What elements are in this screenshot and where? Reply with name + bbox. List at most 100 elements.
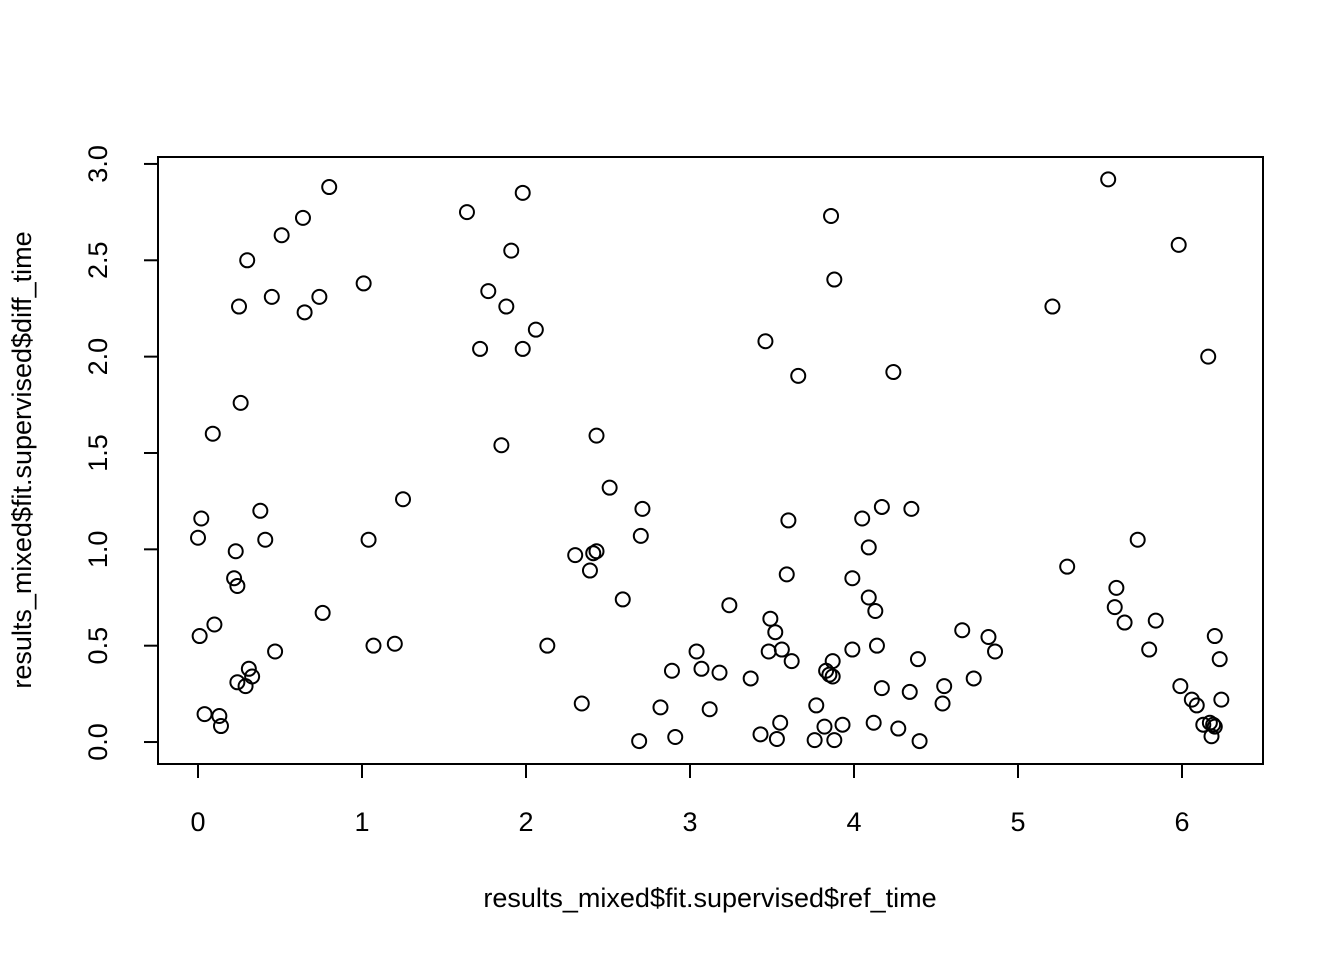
point — [601, 479, 618, 496]
point — [767, 624, 784, 641]
x-tick-label: 3 — [682, 807, 697, 837]
x-tick-label: 1 — [354, 807, 369, 837]
point — [903, 500, 920, 517]
point — [909, 651, 926, 668]
point — [965, 670, 982, 687]
x-tick-label: 5 — [1010, 807, 1025, 837]
point — [1211, 651, 1228, 668]
point — [632, 527, 649, 544]
point — [860, 539, 877, 556]
point — [693, 660, 710, 677]
point — [634, 500, 651, 517]
point — [498, 298, 515, 315]
point — [480, 283, 497, 300]
point — [762, 610, 779, 627]
point — [1108, 579, 1125, 596]
point — [1206, 628, 1223, 645]
point — [868, 637, 885, 654]
point — [294, 209, 311, 226]
point — [752, 726, 769, 743]
point — [395, 491, 412, 508]
point — [240, 660, 257, 677]
point — [652, 699, 669, 716]
y-tick-label: 1.0 — [83, 531, 113, 569]
y-tick-label: 0.5 — [83, 627, 113, 665]
plot-box — [157, 156, 1264, 765]
point — [1203, 728, 1220, 745]
point — [1205, 716, 1222, 733]
point — [226, 570, 243, 587]
point — [204, 425, 221, 442]
point — [273, 227, 290, 244]
point — [193, 510, 210, 527]
point — [901, 683, 918, 700]
point — [757, 333, 774, 350]
point — [514, 340, 531, 357]
point — [873, 498, 890, 515]
point — [296, 304, 313, 321]
point — [190, 529, 207, 546]
point — [311, 288, 328, 305]
point — [860, 589, 877, 606]
point — [711, 664, 728, 681]
point — [206, 616, 223, 633]
point — [1195, 716, 1212, 733]
point — [867, 602, 884, 619]
point — [890, 720, 907, 737]
point — [826, 271, 843, 288]
point — [458, 204, 475, 221]
point — [936, 678, 953, 695]
y-tick-label: 0.0 — [83, 723, 113, 761]
point — [844, 641, 861, 658]
point — [588, 427, 605, 444]
point — [227, 543, 244, 560]
point — [1116, 614, 1133, 631]
point — [229, 577, 246, 594]
point — [232, 394, 249, 411]
point — [885, 364, 902, 381]
point — [911, 733, 928, 750]
point — [231, 298, 248, 315]
y-tick-label: 2.0 — [83, 338, 113, 376]
point — [267, 643, 284, 660]
point — [667, 729, 684, 746]
point — [321, 179, 338, 196]
point — [873, 680, 890, 697]
point — [1147, 612, 1164, 629]
point — [1206, 718, 1223, 735]
point — [742, 670, 759, 687]
point — [472, 340, 489, 357]
point — [239, 252, 256, 269]
point — [823, 207, 840, 224]
point — [631, 733, 648, 750]
y-tick-label: 3.0 — [83, 145, 113, 183]
point — [844, 570, 861, 587]
y-tick-label: 2.5 — [83, 242, 113, 280]
point — [514, 184, 531, 201]
point — [252, 502, 269, 519]
point — [229, 674, 246, 691]
point — [1100, 171, 1117, 188]
point — [1200, 348, 1217, 365]
x-tick-label: 2 — [518, 807, 533, 837]
point — [212, 718, 229, 735]
point — [1141, 641, 1158, 658]
point — [1044, 298, 1061, 315]
point — [824, 653, 841, 670]
point — [834, 716, 851, 733]
point — [701, 701, 718, 718]
point — [773, 641, 790, 658]
point — [573, 695, 590, 712]
point — [987, 643, 1004, 660]
point — [1172, 678, 1189, 695]
point — [360, 531, 377, 548]
point — [1129, 531, 1146, 548]
point — [1106, 599, 1123, 616]
point — [778, 566, 795, 583]
point — [1213, 691, 1230, 708]
x-axis-label: results_mixed$fit.supervised$ref_time — [483, 883, 936, 913]
point — [783, 653, 800, 670]
point — [780, 512, 797, 529]
point — [824, 668, 841, 685]
point — [314, 604, 331, 621]
